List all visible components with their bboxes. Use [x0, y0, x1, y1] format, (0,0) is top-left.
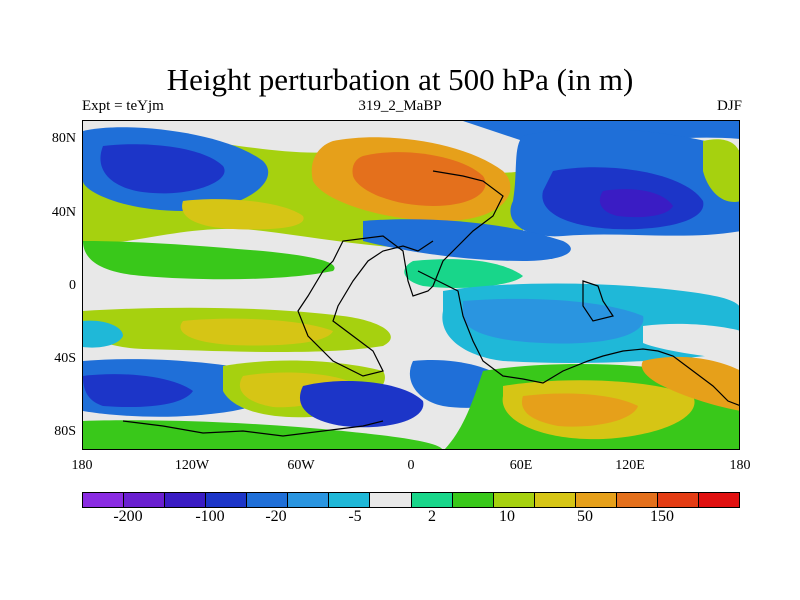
field-region: [182, 199, 304, 230]
colorbar-swatch: [575, 493, 617, 507]
colorbar-swatch: [616, 493, 658, 507]
colorbar-swatch: [165, 493, 207, 507]
lon-label: 180: [71, 458, 93, 473]
field-region: [83, 241, 335, 280]
continent-outline: [417, 270, 739, 406]
lat-label: 80S: [54, 424, 76, 439]
field-region: [83, 374, 193, 408]
colorbar-swatch: [698, 493, 739, 507]
lon-label: 180: [729, 458, 751, 473]
field-region: [641, 356, 739, 411]
colorbar-swatch: [411, 493, 453, 507]
lat-label: 0: [69, 278, 76, 293]
field-region: [462, 298, 644, 344]
lon-label: 0: [407, 458, 415, 473]
field-region: [180, 318, 333, 346]
colorbar-swatch: [493, 493, 535, 507]
colorbar-label: 50: [577, 508, 593, 525]
field-region: [404, 259, 523, 288]
colorbar-swatch: [657, 493, 699, 507]
field-region: [100, 144, 225, 194]
continent-outline: [297, 170, 504, 377]
lon-label: 120W: [174, 458, 210, 473]
field-region: [599, 189, 673, 218]
colorbar-label: -200: [113, 508, 143, 525]
colorbar-swatch: [206, 493, 248, 507]
colorbar-label: -100: [195, 508, 225, 525]
colorbar-swatch: [370, 493, 412, 507]
experiment-label: Expt = teYjm: [82, 98, 164, 114]
colorbar-swatch: [534, 493, 576, 507]
colorbar: [82, 492, 740, 508]
map-plot-area: [82, 120, 740, 450]
field-region: [299, 381, 424, 428]
colorbar-label: 10: [499, 508, 515, 525]
continent-outline: [122, 420, 384, 437]
colorbar-label: -5: [348, 508, 362, 525]
field-region: [83, 320, 123, 348]
colorbar-swatch: [83, 493, 125, 507]
map-svg: [83, 121, 739, 449]
field-region: [703, 139, 739, 202]
lon-label: 60W: [287, 458, 315, 473]
lat-label: 80N: [51, 131, 76, 146]
colorbar-swatch: [247, 493, 289, 507]
run-label: 319_2_MaBP: [358, 98, 442, 114]
season-label: DJF: [716, 98, 742, 114]
colorbar-swatch: [452, 493, 494, 507]
chart-title: Height perturbation at 500 hPa (in m): [166, 62, 634, 97]
colorbar-label: -20: [265, 508, 287, 525]
field-region: [521, 393, 638, 427]
colorbar-label: 150: [650, 508, 674, 525]
colorbar-label: 2: [428, 508, 436, 525]
continent-outline: [582, 280, 614, 322]
colorbar-swatch: [329, 493, 371, 507]
field-region: [643, 323, 739, 361]
colorbar-swatch: [288, 493, 330, 507]
lon-label: 60E: [509, 458, 533, 473]
lat-label: 40S: [54, 351, 76, 366]
colorbar-swatch: [124, 493, 166, 507]
lon-label: 120E: [615, 458, 645, 473]
lat-label: 40N: [51, 205, 76, 220]
field-region: [352, 152, 486, 206]
